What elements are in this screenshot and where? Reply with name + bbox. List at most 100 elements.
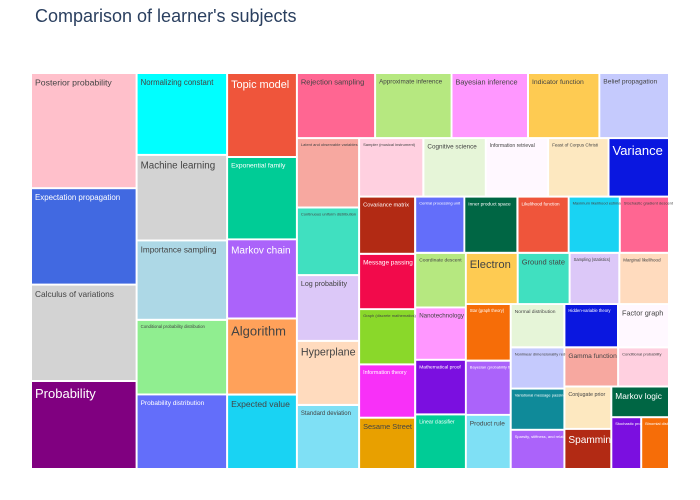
tile-stochastic-process[interactable]: Stochastic process [612,418,649,468]
tile-markov-logic[interactable]: Markov logic [612,387,668,417]
tile-indicator-function[interactable]: Indicator function [529,74,599,138]
tile-posterior-probability[interactable]: Posterior probability [32,74,136,188]
tile-ground-state[interactable]: Ground state [518,253,569,304]
tile-nonlinear-dimensionality-reduction[interactable]: Nonlinear dimensionality reduction [511,348,576,388]
tile-label: Log probability [301,280,348,288]
tile-rect [565,387,611,428]
tile-rect [466,415,510,468]
tile-factor-graph[interactable]: Factor graph [619,305,668,347]
tile-maximum-likelihood-estimation[interactable]: Maximum likelihood estimation [569,197,627,252]
tile-information-retrieval[interactable]: Information retrieval [486,139,548,196]
tile-rect [619,305,668,347]
tile-label: Expected value [231,399,290,409]
tile-rect [424,139,485,196]
tile-markov-chain[interactable]: Markov chain [228,240,296,318]
tile-topic-model[interactable]: Topic model [228,74,296,156]
tile-probability-distribution[interactable]: Probability distribution [137,395,227,468]
tile-expected-value[interactable]: Expected value [228,395,296,468]
tile-label: Hyperplane [301,347,356,359]
tile-machine-learning[interactable]: Machine learning [137,155,227,240]
tile-label: Spamming [568,435,616,446]
tile-latent-and-observable-variables[interactable]: Latent and observable variables [297,139,359,207]
tile-exponential-family[interactable]: Exponential family [228,158,296,239]
tile-label: Exponential family [231,163,286,170]
tile-expectation-propagation[interactable]: Expectation propagation [32,189,136,284]
tile-electron[interactable]: Electron [466,253,517,304]
tile-gamma-function[interactable]: Gamma function [565,348,617,386]
tile-sampling-statistics[interactable]: Sampling (statistics) [570,253,619,304]
tile-covariance-matrix[interactable]: Covariance matrix [360,197,415,253]
tile-sesame-street[interactable]: Sesame Street [360,418,415,468]
tile-belief-propagation[interactable]: Belief propagation [600,74,668,138]
tile-algorithm[interactable]: Algorithm [228,319,296,394]
tile-graph-discrete-mathematics[interactable]: Graph (discrete mathematics) [360,310,416,364]
tile-label: Product rule [470,420,505,427]
tile-product-rule[interactable]: Product rule [466,415,510,468]
tile-marginal-likelihood[interactable]: Marginal likelihood [620,253,668,304]
tile-likelihood-function[interactable]: Likelihood function [518,197,568,252]
tile-star-graph-theory[interactable]: Star (graph theory) [466,305,510,360]
tile-nanotechnology[interactable]: Nanotechnology [416,308,465,359]
tile-cognitive-science[interactable]: Cognitive science [424,139,485,196]
tile-label: Standard deviation [301,411,351,417]
tile-label: Star (graph theory) [470,308,505,313]
tile-variance[interactable]: Variance [609,139,669,196]
tile-log-probability[interactable]: Log probability [297,276,359,340]
tile-continuous-uniform-distribution[interactable]: Continuous uniform distribution [297,208,359,275]
tile-conditional-probability-distribution[interactable]: Conditional probability distribution [137,320,227,394]
tile-rect [466,361,510,414]
tile-rect [612,418,641,468]
tile-rect [466,305,510,360]
tile-rejection-sampling[interactable]: Rejection sampling [297,74,375,138]
tile-label: Rejection sampling [301,78,364,87]
tile-hidden-variable-theory[interactable]: Hidden-variable theory [565,305,617,347]
tile-label: Factor graph [622,308,663,317]
tile-central-processing-unit[interactable]: Central processing unit [416,197,464,252]
tile-spamming[interactable]: Spamming [565,429,617,468]
tile-normalizing-constant[interactable]: Normalizing constant [137,74,227,154]
tile-rect [570,253,619,304]
tile-information-theory[interactable]: Information theory [360,365,415,417]
tile-feast-of-corpus-christi[interactable]: Feast of Corpus Christi [549,139,608,196]
tile-bayesian-probability-theory[interactable]: Bayesian (probability theory) [466,361,521,414]
tile-sampler-musical-instrument[interactable]: Sampler (musical instrument) [360,139,423,196]
tile-label: Sparsity, stiffness, and related work [515,434,578,439]
tile-rect [549,139,608,196]
tile-hyperplane[interactable]: Hyperplane [297,341,359,404]
tile-label: Information theory [363,370,407,376]
tile-conditional-probability[interactable]: Conditional probability [619,348,668,386]
tile-importance-sampling[interactable]: Importance sampling [137,241,227,319]
tile-standard-deviation[interactable]: Standard deviation [297,406,359,468]
tile-probability[interactable]: Probability [32,382,136,468]
tile-inner-product-space[interactable]: Inner product space [465,197,517,252]
tile-rect [360,365,415,417]
tile-normal-distribution[interactable]: Normal distribution [511,305,564,347]
tile-label: Probability distribution [141,400,205,407]
tile-linear-classifier[interactable]: Linear classifier [416,415,465,468]
tile-label: Linear classifier [419,420,455,426]
tile-mathematical-proof[interactable]: Mathematical proof [416,360,465,414]
tile-calculus-of-variations[interactable]: Calculus of variations [32,285,136,380]
tile-label: Bayesian inference [456,77,518,86]
tile-label: Sampler (musical instrument) [363,142,416,147]
tile-rect [228,158,296,239]
tile-rect [466,253,517,304]
tile-variational-message-passing[interactable]: Variational message passing [511,389,566,429]
tile-rect [32,74,136,188]
tile-coordinate-descent[interactable]: Coordinate descent [416,253,465,307]
tile-label: Central processing unit [419,201,461,206]
tile-message-passing[interactable]: Message passing [360,254,415,309]
tile-stochastic-gradient-descent[interactable]: Stochastic gradient descent [620,197,674,252]
tile-sparsity-stiffness-and-related-work[interactable]: Sparsity, stiffness, and related work [511,430,578,468]
tile-bayesian-inference[interactable]: Bayesian inference [452,74,528,138]
tile-label: Continuous uniform distribution [301,212,356,217]
tile-conjugate-prior[interactable]: Conjugate prior [565,387,611,428]
tile-label: Message passing [363,259,413,266]
tile-label: Likelihood function [522,201,560,206]
tile-rect [416,197,464,252]
tile-label: Markov logic [615,391,662,401]
tile-label: Approximate inference [379,78,443,85]
tile-approximate-inference[interactable]: Approximate inference [376,74,451,138]
tile-binomial-distribution[interactable]: Binomial distribution [642,418,681,468]
tile-rect [137,241,227,319]
